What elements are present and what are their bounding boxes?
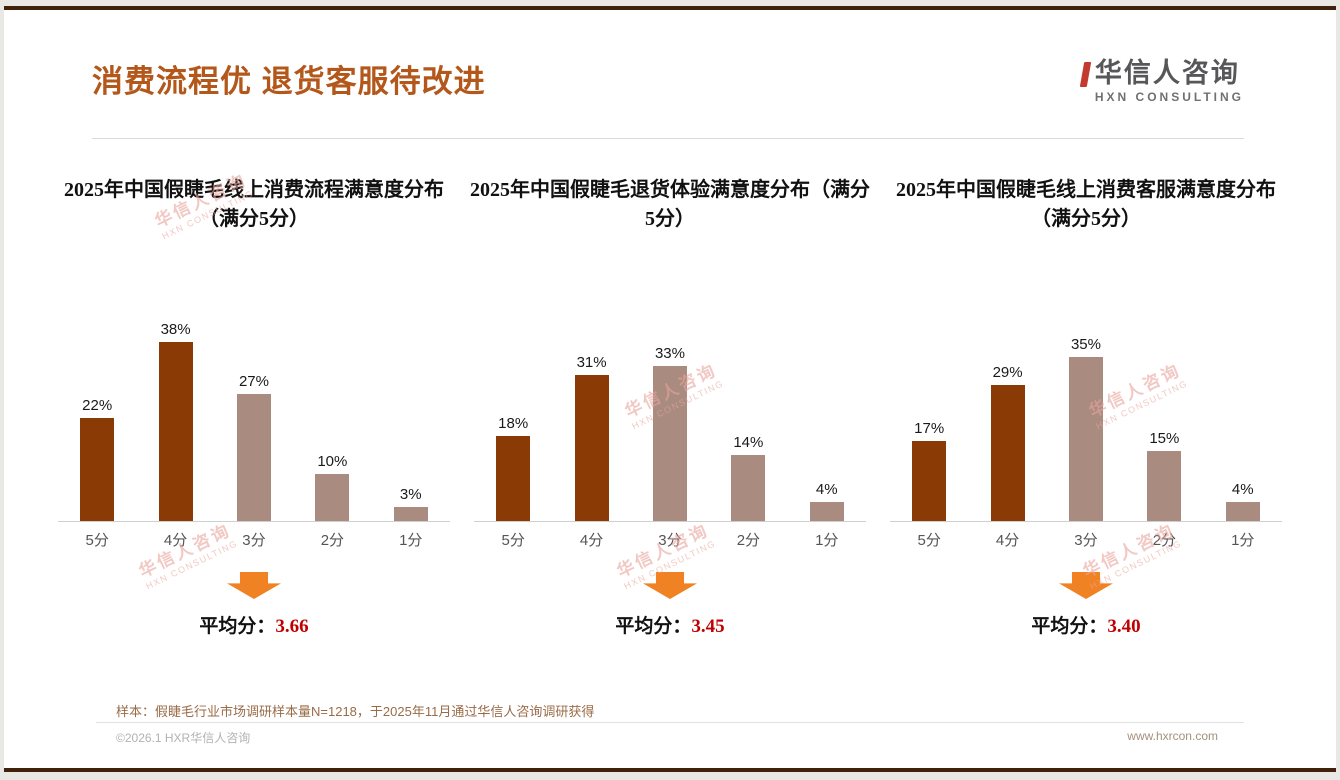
category-label: 2分 — [320, 532, 345, 549]
bar — [652, 365, 687, 521]
chart-plot: 22% 38% 27% 10% 3% — [58, 270, 450, 522]
bar — [1068, 356, 1103, 521]
bar — [574, 375, 609, 521]
average-value: 3.45 — [691, 616, 725, 637]
bar-group: 15% — [1133, 429, 1195, 521]
category-label: 4分 — [163, 532, 188, 549]
average-score: 平均分：3.66 — [199, 611, 308, 638]
bar-group: 17% — [898, 420, 960, 521]
slide: 华信人咨询 HXN CONSULTING 华信人咨询 HXN CONSULTING 华信… — [4, 6, 1336, 772]
bar-value-label: 35% — [1070, 335, 1101, 353]
header-divider — [92, 138, 1244, 139]
bar-value-label: 33% — [654, 344, 685, 362]
charts-row: 2025年中国假睫毛线上消费流程满意度分布（满分5分） 22% 38% 27% 10% 3… — [46, 176, 1294, 638]
average-score: 平均分：3.40 — [1031, 611, 1140, 638]
bar-value-label: 18% — [498, 415, 529, 433]
average-score: 平均分：3.45 — [615, 611, 724, 638]
bar-value-label: 22% — [82, 396, 113, 414]
bar-group: 4% — [796, 481, 858, 521]
bar — [236, 394, 271, 521]
chart-title: 2025年中国假睫毛线上消费流程满意度分布（满分5分） — [64, 179, 444, 230]
chart-title: 2025年中国假睫毛退货体验满意度分布（满分5分） — [470, 179, 870, 230]
bar-group: 10% — [301, 453, 363, 521]
down-arrow-icon — [227, 572, 281, 599]
down-arrow-icon — [643, 572, 697, 599]
category-label: 5分 — [85, 532, 109, 549]
bar — [393, 506, 428, 521]
category-label: 4分 — [579, 532, 604, 549]
category-labels: 5分 4分 3分 2分 1分 — [474, 522, 866, 550]
bar-group: 18% — [482, 415, 544, 521]
bar-value-label: 3% — [399, 485, 422, 503]
bar-value-label: 4% — [815, 481, 838, 499]
bar-group: 27% — [223, 373, 285, 521]
logo-row: 华信人咨询 — [1079, 58, 1244, 88]
bar-group: 31% — [561, 354, 623, 521]
chart-1: 2025年中国假睫毛线上消费流程满意度分布（满分5分） 22% 38% 27% 10% 3… — [46, 176, 462, 638]
bar — [315, 474, 350, 521]
bar-value-label: 15% — [1149, 429, 1180, 447]
category-labels: 5分 4分 3分 2分 1分 — [58, 522, 450, 550]
bar-value-label: 27% — [238, 373, 269, 391]
category-label: 1分 — [399, 532, 423, 549]
bar-group: 14% — [717, 434, 779, 521]
bar-value-label: 14% — [733, 434, 764, 452]
bar-group: 29% — [977, 364, 1039, 521]
average-label: 平均分： — [615, 616, 692, 637]
bar-value-label: 17% — [914, 420, 945, 438]
category-labels: 5分 4分 3分 2分 1分 — [890, 522, 1282, 550]
average-label: 平均分： — [1031, 616, 1108, 637]
chart-2: 2025年中国假睫毛退货体验满意度分布（满分5分） 18% 31% 33% 14% 4% 5… — [462, 176, 878, 638]
logo-name-cn: 华信人咨询 — [1094, 58, 1240, 88]
bar-group: 33% — [639, 345, 701, 521]
sample-note: 样本：假睫毛行业市场调研样本量N=1218，于2025年11月通过华信人咨询调研… — [116, 704, 595, 719]
bar-group: 22% — [66, 397, 128, 521]
average-label: 平均分： — [199, 616, 276, 637]
bar-group: 3% — [380, 486, 442, 521]
bar — [990, 384, 1025, 521]
category-label: 2分 — [1152, 532, 1177, 549]
logo-name-en: HXN CONSULTING — [1094, 90, 1244, 104]
company-logo: 华信人咨询 HXN CONSULTING — [1079, 58, 1244, 104]
average-value: 3.66 — [275, 616, 309, 637]
bar — [80, 417, 115, 521]
bar-value-label: 31% — [576, 354, 607, 372]
bar — [158, 342, 193, 521]
bar-group: 35% — [1055, 335, 1117, 521]
footer-url: www.hxrcon.com — [1127, 729, 1218, 743]
chart-title: 2025年中国假睫毛线上消费客服满意度分布（满分5分） — [896, 179, 1276, 230]
bar-value-label: 38% — [160, 321, 191, 339]
footer-copyright: ©2026.1 HXR华信人咨询 — [116, 731, 251, 745]
bar — [731, 455, 766, 521]
category-label: 5分 — [917, 532, 941, 549]
bar-group: 4% — [1212, 481, 1274, 521]
logo-mark-icon — [1079, 62, 1092, 87]
average-value: 3.40 — [1107, 616, 1141, 637]
footer-divider — [96, 722, 1244, 723]
bar-value-label: 29% — [992, 363, 1023, 381]
category-label: 1分 — [1231, 532, 1255, 549]
bar-value-label: 4% — [1231, 481, 1254, 499]
category-label: 5分 — [501, 532, 525, 549]
page-title: 消费流程优 退货客服待改进 — [92, 64, 486, 99]
down-arrow-icon — [1059, 572, 1113, 599]
category-label: 3分 — [242, 532, 266, 549]
chart-plot: 17% 29% 35% 15% 4% — [890, 270, 1282, 522]
bar-value-label: 10% — [317, 453, 348, 470]
category-label: 2分 — [736, 532, 761, 549]
bar — [809, 502, 844, 521]
category-label: 3分 — [658, 532, 682, 549]
chart-plot: 18% 31% 33% 14% 4% — [474, 270, 866, 522]
category-label: 4分 — [995, 532, 1020, 549]
bar-group: 38% — [145, 321, 207, 521]
chart-3: 2025年中国假睫毛线上消费客服满意度分布（满分5分） 17% 29% 35% 15% 4… — [878, 176, 1294, 638]
bar — [496, 436, 531, 521]
category-label: 1分 — [815, 532, 839, 549]
bar — [912, 441, 947, 521]
category-label: 3分 — [1074, 532, 1098, 549]
bar — [1147, 450, 1182, 521]
bar — [1225, 502, 1260, 521]
